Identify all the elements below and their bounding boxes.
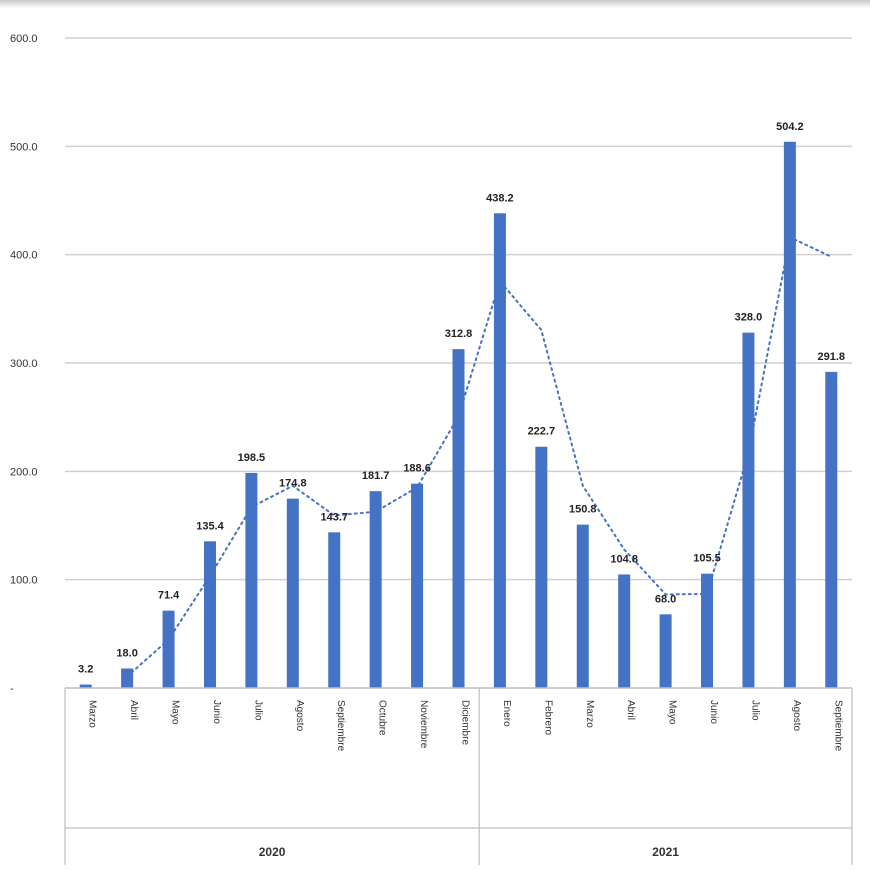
x-tick-label: Junio — [211, 700, 222, 724]
data-label: 104.8 — [610, 553, 638, 565]
x-tick-label: Septiembre — [335, 700, 346, 752]
bar — [245, 472, 258, 688]
data-label: 135.4 — [196, 520, 224, 532]
x-tick-label: Enero — [501, 700, 512, 727]
data-label: 504.2 — [776, 121, 804, 133]
bar — [783, 141, 796, 689]
data-label: 3.2 — [78, 664, 93, 676]
x-axis: Marzo Abril Mayo Junio Julio Agosto Septiembre… — [64, 687, 853, 865]
y-tick-label: 500.0 — [10, 141, 38, 153]
bars — [79, 141, 838, 689]
x-tick-label: Mayo — [667, 700, 678, 725]
x-tick-label: Agosto — [791, 700, 802, 732]
x-tick-label: Diciembre — [460, 700, 471, 745]
moving-average-line — [126, 235, 833, 678]
data-label: 68.0 — [655, 593, 676, 605]
bar — [162, 610, 175, 688]
bar — [411, 483, 424, 688]
x-tick-label: Abril — [128, 700, 139, 720]
x-tick-label: Junio — [708, 700, 719, 724]
bar — [659, 614, 672, 688]
data-label: 222.7 — [528, 426, 556, 438]
x-tick-label: Noviembre — [418, 700, 429, 749]
bar — [742, 332, 755, 688]
data-label: 18.0 — [116, 648, 137, 660]
x-tick-label: Febrero — [542, 700, 553, 735]
bar — [121, 668, 134, 688]
trendline — [126, 235, 833, 678]
bar — [493, 213, 506, 689]
y-axis-ticks: 600.0 500.0 400.0 300.0 200.0 100.0 - — [10, 33, 38, 695]
data-label: 71.4 — [158, 590, 180, 602]
data-label: 150.8 — [569, 504, 597, 516]
gridlines — [65, 37, 852, 581]
bar — [286, 498, 299, 688]
x-tick-label: Octubre — [377, 700, 388, 736]
data-label: 181.7 — [362, 470, 390, 482]
x-tick-label: Julio — [252, 700, 263, 721]
y-tick-label: - — [10, 683, 14, 695]
bar — [203, 541, 216, 688]
x-tick-label: Marzo — [584, 700, 595, 728]
bar — [369, 491, 382, 688]
year-label: 2021 — [652, 845, 679, 859]
data-label: 312.8 — [445, 328, 473, 340]
bar — [328, 532, 341, 688]
x-tick-label: Julio — [749, 700, 760, 721]
x-tick-label: Marzo — [87, 700, 98, 728]
data-label: 328.0 — [735, 312, 763, 324]
x-tick-label: Abril — [625, 700, 636, 720]
top-shadow-band — [0, 0, 870, 8]
data-labels: 3.2 18.0 71.4 135.4 198.5 174.8 143.7 181.7 188.… — [78, 121, 845, 676]
data-label: 438.2 — [486, 192, 514, 204]
bar — [618, 574, 631, 688]
x-tick-label: Agosto — [294, 700, 305, 732]
y-tick-label: 600.0 — [10, 33, 38, 45]
y-tick-label: 200.0 — [10, 466, 38, 478]
bar — [452, 349, 465, 688]
bar — [79, 684, 92, 688]
x-tick-label: Mayo — [170, 700, 181, 725]
bar — [701, 573, 714, 688]
data-label: 105.5 — [693, 553, 721, 565]
y-tick-label: 100.0 — [10, 575, 38, 587]
year-label: 2020 — [259, 845, 286, 859]
data-label: 174.8 — [279, 478, 307, 490]
data-label: 291.8 — [818, 351, 846, 363]
y-tick-label: 300.0 — [10, 358, 38, 370]
data-label: 198.5 — [238, 452, 266, 464]
y-tick-label: 400.0 — [10, 250, 38, 262]
bar — [576, 524, 589, 688]
bar — [535, 446, 548, 688]
data-label: 143.7 — [320, 511, 348, 523]
x-tick-label: Septiembre — [832, 700, 843, 752]
bar — [825, 371, 838, 688]
data-label: 188.6 — [403, 463, 431, 475]
